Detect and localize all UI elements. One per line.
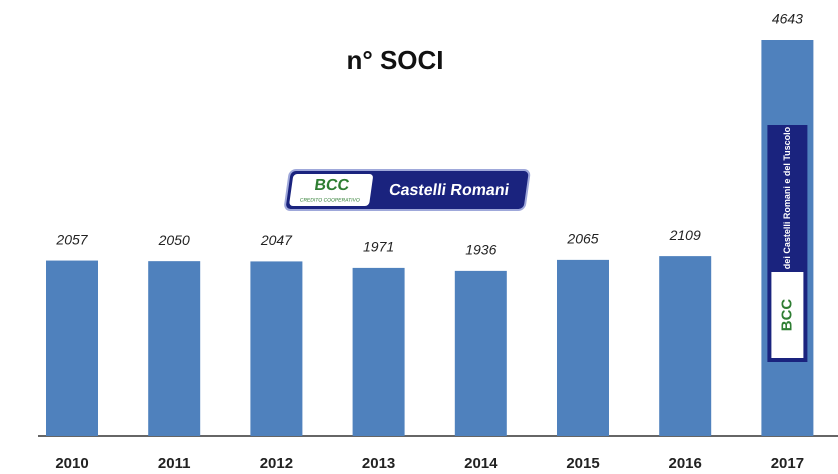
- bar-logo-badge: [771, 272, 804, 358]
- bar-logo-bcc: BCC: [778, 299, 795, 332]
- bar: [454, 270, 507, 436]
- value-label: 4643: [772, 11, 803, 27]
- bar-logo: BCC dei Castelli Romani e del Tuscolo: [767, 125, 808, 362]
- bar: [659, 256, 712, 436]
- logo-badge: [289, 174, 373, 206]
- x-tick-label: 2017: [771, 455, 804, 472]
- value-label: 2047: [260, 232, 293, 248]
- bar: [250, 261, 303, 436]
- x-tick-label: 2012: [260, 455, 293, 472]
- x-tick-label: 2010: [55, 455, 88, 472]
- value-label: 1971: [363, 239, 394, 255]
- logo: BCC CREDITO COOPERATIVO Castelli Romani: [284, 169, 531, 211]
- logo-name: Castelli Romani: [388, 181, 510, 199]
- bar: [352, 267, 405, 436]
- value-label: 2109: [669, 227, 701, 243]
- value-label: 2065: [566, 231, 598, 247]
- bar: [148, 261, 201, 436]
- logo-sub: CREDITO COOPERATIVO: [299, 197, 360, 203]
- bar: [46, 260, 98, 436]
- x-tick-label: 2015: [566, 455, 599, 472]
- chart-title: n° SOCI: [346, 45, 443, 75]
- value-label: 2050: [158, 232, 190, 248]
- x-tick-label: 2011: [158, 455, 191, 472]
- x-tick-label: 2016: [669, 455, 702, 472]
- x-tick-label: 2013: [362, 455, 395, 472]
- bar-logo-name: dei Castelli Romani e del Tuscolo: [782, 126, 792, 269]
- value-label: 2057: [55, 231, 88, 247]
- bar: [557, 259, 609, 436]
- value-label: 1936: [465, 242, 496, 258]
- logo-bcc: BCC: [313, 176, 351, 194]
- x-tick-label: 2014: [464, 455, 498, 472]
